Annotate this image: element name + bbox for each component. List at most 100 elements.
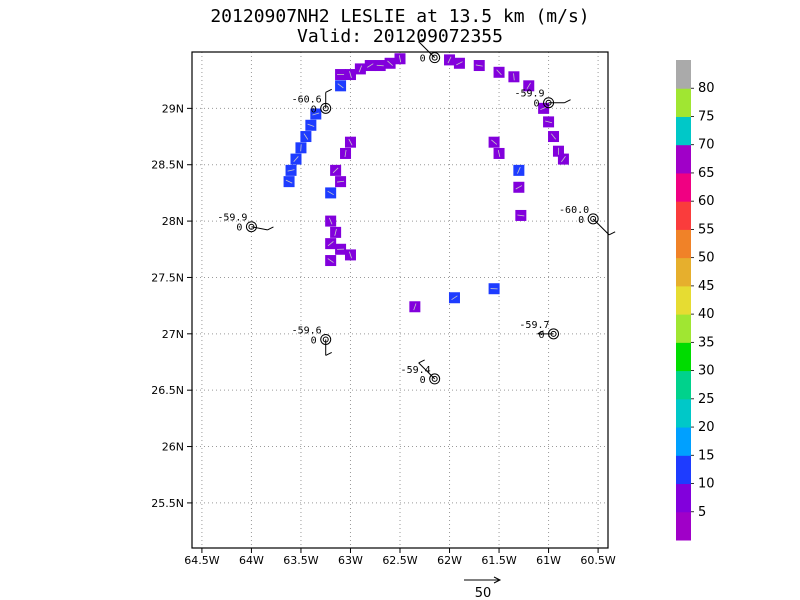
wind-barb-flag [325, 352, 332, 356]
colorbar-label: 25 [698, 392, 715, 407]
wind-vector [497, 149, 501, 157]
wind-vector [285, 179, 293, 184]
wind-barb-flag [537, 330, 544, 335]
colorbar-label: 30 [698, 364, 715, 379]
colorbar-segment [676, 60, 691, 89]
sonde-prefix: 0 [311, 104, 317, 115]
colorbar-segment [676, 144, 691, 174]
wind-barb-flag [267, 226, 274, 231]
y-tick-label: 27.5N [151, 271, 184, 284]
wind-vector [337, 180, 345, 183]
sonde-temperature-label: -59.4 [401, 365, 431, 376]
y-tick-label: 28.5N [151, 159, 184, 172]
colorbar-label: 55 [698, 222, 715, 237]
colorbar-segment [676, 455, 691, 485]
wind-vector [367, 63, 374, 68]
colorbar-segment [676, 398, 691, 428]
wind-vector [376, 64, 384, 67]
colorbar-label: 80 [698, 81, 715, 96]
colorbar-label: 15 [698, 448, 715, 463]
wind-barb [251, 226, 268, 231]
sonde-prefix: 0 [420, 54, 426, 65]
y-axis-ticks: 25.5N 26N 26.5N 27N 27.5N 28N 28.5N 29N [151, 102, 192, 510]
colorbar-label: 50 [698, 251, 715, 266]
wind-barb-flag [564, 99, 571, 104]
sonde-prefix: 0 [538, 330, 544, 341]
wind-barb-flag [418, 38, 425, 43]
colorbar-label: 45 [698, 279, 715, 294]
x-tick-label: 62W [437, 554, 462, 567]
wind-vector [387, 60, 393, 66]
sonde-ring-outer [587, 213, 599, 225]
wind-barb-flag [325, 88, 332, 93]
wind-vector [327, 190, 334, 196]
wind-vector [349, 71, 352, 79]
colorbar-segment [676, 342, 691, 372]
x-tick-label: 62.5W [382, 554, 417, 567]
wind-vector [517, 214, 525, 217]
wind-vector [327, 258, 334, 263]
y-tick-label: 25.5N [151, 497, 184, 510]
x-tick-label: 60.5W [580, 554, 615, 567]
colorbar-label: 75 [698, 109, 715, 124]
colorbar-label: 65 [698, 166, 715, 181]
chart-subtitle: Valid: 201209072355 [297, 26, 503, 47]
colorbar-segment [676, 314, 691, 343]
grid-lines [192, 52, 608, 548]
wind-barb-flag [418, 359, 425, 364]
wind-vector [398, 55, 402, 63]
wind-vector [349, 251, 352, 259]
wind-vector [447, 56, 452, 64]
sonde-ring-outer [429, 373, 441, 385]
x-tick-label: 63.5W [283, 554, 318, 567]
colorbar-segment [676, 116, 691, 146]
colorbar-label: 70 [698, 138, 715, 153]
wind-vector [307, 123, 315, 127]
sonde-prefix: 0 [311, 335, 317, 346]
sonde-temperature-label: -59.9 [217, 213, 247, 224]
colorbar-segment [676, 285, 691, 315]
colorbar-segment [676, 172, 691, 202]
colorbar-label: 35 [698, 335, 715, 350]
sonde-temperature-label: -59.9 [514, 89, 544, 100]
wind-vector [451, 295, 458, 301]
wind-vector [358, 65, 363, 73]
wind-vector [334, 228, 337, 236]
y-tick-label: 27N [162, 328, 184, 341]
wind-vector [526, 82, 531, 90]
wind-vector [513, 73, 515, 81]
vector-key-arrowhead [493, 576, 502, 584]
sonde-prefix: 0 [236, 223, 242, 234]
wind-vectors [285, 55, 566, 311]
wind-barb [418, 41, 436, 58]
wind-vector [515, 185, 523, 190]
colorbar-label: 40 [698, 307, 715, 322]
wind-vector [337, 83, 344, 89]
vector-key: 50 [464, 576, 502, 600]
wind-vector [456, 61, 463, 66]
vector-key-label: 50 [475, 586, 492, 600]
sonde-temperature-label: -60.6 [292, 94, 322, 105]
dropsonde-markers: 0-60.600-59.90-60.00-59.90-59.60-59.40-5… [217, 38, 616, 386]
sonde-ring-outer [245, 221, 257, 233]
wind-vector [348, 138, 353, 146]
wind-vector [413, 303, 417, 311]
colorbar-segment [676, 229, 691, 259]
colorbar-segment [676, 427, 691, 456]
colorbar-segment [676, 88, 691, 117]
sonde-prefix: 0 [534, 99, 540, 110]
colorbar-label: 20 [698, 420, 715, 435]
x-tick-label: 64W [239, 554, 264, 567]
wind-barb [592, 218, 610, 236]
wind-vector [328, 217, 333, 225]
colorbar-segment [676, 511, 691, 541]
sonde-temperature-label: -59.7 [519, 320, 549, 331]
colorbar-label: 5 [698, 505, 706, 520]
wind-vector [491, 139, 498, 145]
sonde-ring-outer [429, 52, 441, 64]
wind-vector [303, 133, 309, 140]
wind-vector [540, 106, 548, 111]
x-tick-label: 61.5W [481, 554, 516, 567]
wind-vector [517, 167, 521, 174]
